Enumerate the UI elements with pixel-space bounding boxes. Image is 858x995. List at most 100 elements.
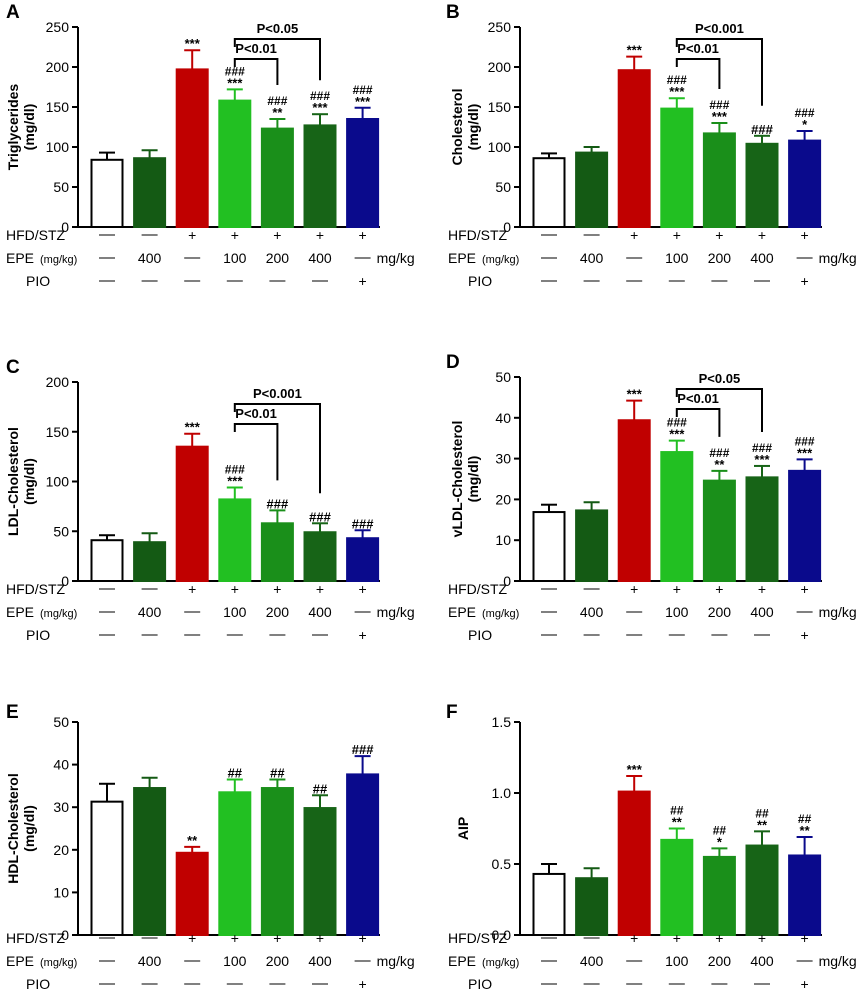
significance-label: ### [795,106,815,120]
bar [133,787,167,937]
significance-label: *** [627,43,643,58]
y-axis-unit: (mg/dl) [21,104,37,151]
bar [303,531,337,582]
p-value-label: P<0.001 [253,386,302,401]
condition-value: 200 [708,250,732,266]
condition-value: 400 [750,953,774,969]
bar [218,99,252,228]
y-tick-label: 0 [61,573,69,589]
bar [303,124,337,228]
bar [745,844,779,936]
condition-value: + [715,227,723,243]
condition-value: 200 [266,604,290,620]
y-tick-label: 0 [503,219,511,235]
bar [660,107,694,228]
y-tick-label: 50 [53,179,69,195]
y-tick-label: 100 [46,474,70,490]
condition-value: 100 [223,953,247,969]
bar [218,791,252,936]
y-axis-label: HDL-Cholesterol [5,773,21,883]
y-tick-label: 200 [488,59,512,75]
bar [532,157,566,228]
significance-label: ## [270,766,285,781]
y-tick-label: 20 [53,842,69,858]
bar [532,511,566,582]
condition-unit-right: mg/kg [819,953,857,969]
bar [175,445,209,582]
y-tick-label: 20 [495,491,511,507]
significance-label: ### [667,73,687,87]
y-axis-label: Triglycerides [5,84,21,171]
condition-value: + [188,227,196,243]
condition-row-label: PIO [26,976,50,992]
bar [745,142,779,228]
y-tick-label: 10 [495,532,511,548]
condition-row-label: PIO [468,627,492,643]
condition-value: + [801,581,809,597]
bar [175,851,209,936]
condition-value: 100 [665,953,689,969]
significance-label: ### [309,509,331,524]
chart-panel-c: C LDL-Cholesterol (mg/dl) 0 50 100 150 200 *** **… [5,357,415,643]
bar [346,118,380,228]
condition-value: 400 [750,604,774,620]
bar [575,509,609,582]
condition-value: 400 [138,604,162,620]
panel-letter: D [446,352,460,373]
p-value-bracket [233,58,279,85]
condition-value: 100 [665,604,689,620]
significance-label: ### [225,462,245,476]
bar [90,158,124,228]
panel-letter: C [6,357,20,378]
condition-value: + [673,581,681,597]
bar [745,476,779,583]
p-value-bracket [675,408,721,437]
bar [303,807,337,936]
bar [133,157,167,228]
y-axis-label: AIP [455,817,471,840]
y-tick-label: 0 [503,573,511,589]
p-value-label: P<0.01 [677,391,719,406]
condition-value: + [231,581,239,597]
condition-value: + [715,581,723,597]
y-axis-unit: (mg/dl) [21,805,37,852]
significance-label: ### [667,416,687,430]
significance-label: *** [355,94,371,109]
condition-row-label: EPE [6,250,34,266]
significance-label: *** [754,452,770,467]
significance-label: ## [755,806,769,820]
condition-value: + [359,627,367,643]
condition-value: + [630,227,638,243]
p-value-bracket [675,388,763,432]
significance-label: ### [352,742,374,757]
condition-row-label: PIO [468,273,492,289]
panel-letter: A [6,2,20,23]
condition-row-label: HFD/STZ [448,227,508,243]
condition-value: + [316,227,324,243]
condition-value: 200 [266,953,290,969]
condition-value: + [359,581,367,597]
p-value-bracket [675,38,763,106]
condition-row-label: EPE [6,953,34,969]
condition-value: + [715,930,723,946]
y-tick-label: 100 [488,139,512,155]
significance-label: *** [669,84,685,99]
condition-value: 200 [708,604,732,620]
condition-unit-right: mg/kg [377,953,415,969]
bar [788,469,822,582]
significance-label: ** [672,815,683,830]
significance-label: ### [709,446,729,460]
condition-value: + [801,227,809,243]
bar [260,522,294,582]
significance-label: ### [752,441,772,455]
condition-row-label: PIO [26,273,50,289]
significance-label: *** [227,473,243,488]
bar [90,539,124,583]
y-tick-label: 50 [53,523,69,539]
condition-row-label: EPE [448,953,476,969]
y-tick-label: 50 [495,369,511,385]
y-tick-label: 150 [46,99,70,115]
y-axis-label: Cholesterol [449,88,465,165]
